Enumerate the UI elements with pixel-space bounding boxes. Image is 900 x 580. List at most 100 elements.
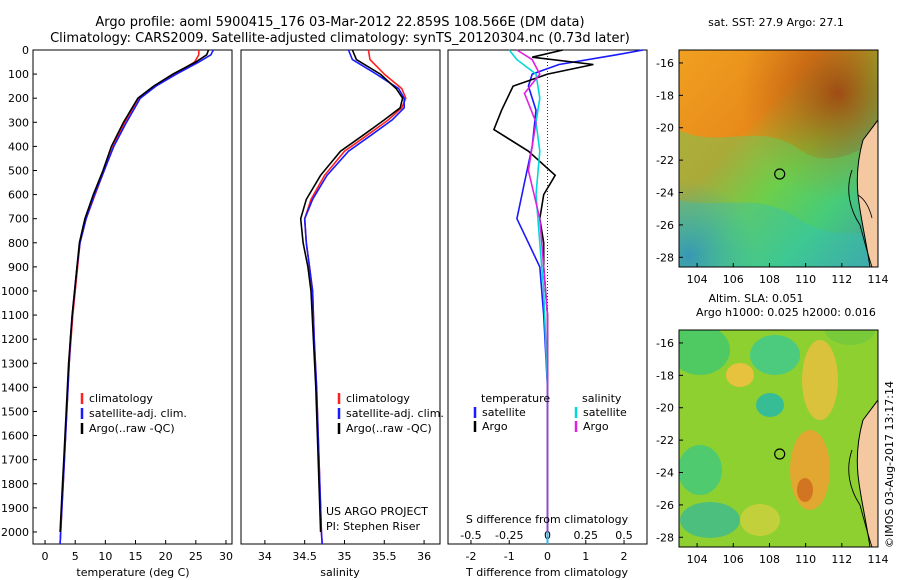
sla-map-panel: Altim. SLA: 0.051 Argo h1000: 0.025 h200… (656, 292, 888, 566)
sst-map-frame (678, 49, 879, 268)
depth-tick-label: 2000 (1, 526, 29, 539)
difference-panel: -2 -1 0 1 2 -0.5 -0.25 0 0.25 0.5 T difference f… (447, 49, 648, 579)
temperature-xtick-label: 0 (42, 550, 49, 563)
difference-series-line-3 (516, 49, 549, 532)
temperature-xtick-label: 10 (98, 550, 112, 563)
depth-tick-label: 900 (8, 261, 29, 274)
sla-map-lon-tick-label: 114 (868, 553, 889, 566)
depth-tick-label: 1000 (1, 285, 29, 298)
depth-tick-label: 1300 (1, 357, 29, 370)
sst-map-argo-position-circle (774, 168, 786, 180)
sla-map-lat-tick-label: -26 (656, 499, 674, 512)
sla-lat-tick-labels: -16 -18 -20 -22 -24 -26 -28 (656, 337, 683, 544)
sst-map-lat-tick-label: -20 (656, 122, 674, 135)
sst-map-title: sat. SST: 27.9 Argo: 27.1 (708, 16, 844, 29)
salinity-legend: climatology satellite-adj. clim. Argo(..ra… (337, 392, 444, 435)
difference-s-xtick-label: 0.25 (574, 529, 599, 542)
depth-tick-label: 1900 (1, 502, 29, 515)
depth-tick-label: 1500 (1, 405, 29, 418)
diff-legend-header-temperature: temperature (481, 392, 550, 405)
depth-tick-label: 0 (22, 44, 29, 57)
depth-tick-label: 700 (8, 213, 29, 226)
salinity-xlabel: salinity (320, 566, 360, 579)
pi-annotation: PI: Stephen Riser (326, 520, 421, 533)
sst-map-lon-tick-label: 108 (759, 273, 780, 286)
temperature-series (59, 49, 215, 545)
sla-map-lat-tick-label: -28 (656, 531, 674, 544)
sla-lon-tick-labels: 104 106 108 110 112 114 (687, 543, 889, 566)
salinity-series-line-1 (303, 49, 405, 545)
difference-series (492, 49, 644, 544)
sla-map-frame (678, 329, 879, 548)
sla-map-lat-tick-label: -20 (656, 402, 674, 415)
sst-map-lat-tick-label: -28 (656, 251, 674, 264)
project-annotation: US ARGO PROJECT (326, 505, 428, 518)
temperature-plot-frame (32, 49, 233, 545)
salinity-plot-frame (240, 49, 441, 545)
sst-map-lat-tick-label: -26 (656, 219, 674, 232)
salinity-series-line-2 (299, 49, 404, 533)
sla-map-lat-tick-label: -24 (656, 467, 674, 480)
temperature-legend-label: climatology (89, 392, 153, 405)
diff-legend-label: satellite (583, 406, 627, 419)
depth-tick-label: 800 (8, 237, 29, 250)
temperature-xtick-label: 20 (159, 550, 173, 563)
depth-tick-label: 1700 (1, 454, 29, 467)
difference-xtick-label: 2 (621, 550, 628, 563)
depth-tick-label: 600 (8, 189, 29, 202)
diff-legend-label: Argo (482, 420, 508, 433)
depth-tick-labels: 0 100 200 300 400 500 600 700 800 900 1000 1100 1200… (1, 44, 37, 539)
diff-legend-header-salinity: salinity (582, 392, 622, 405)
temperature-xtick-label: 25 (189, 550, 203, 563)
t-difference-tick-labels: -2 -1 0 1 2 (465, 540, 628, 563)
sla-map-lat-tick-label: -16 (656, 337, 674, 350)
temperature-xtick-label: 15 (129, 550, 143, 563)
sst-map-lat-tick-label: -16 (656, 57, 674, 70)
s-difference-tick-labels: -0.5 -0.25 0 0.25 0.5 (460, 529, 633, 542)
depth-tick-label: 100 (8, 68, 29, 81)
sst-map-lat-tick-label: -22 (656, 154, 674, 167)
difference-series-line-2 (508, 49, 549, 544)
depth-tick-label: 1100 (1, 309, 29, 322)
sst-map-lon-tick-label: 112 (831, 273, 852, 286)
sst-heatmap (679, 50, 878, 267)
depth-tick-label: 400 (8, 140, 29, 153)
diff-xlabel-top: S difference from climatology (466, 513, 629, 526)
salinity-xtick-label: 35 (337, 550, 351, 563)
sla-map-lat-tick-label: -18 (656, 369, 674, 382)
difference-xtick-label: 1 (582, 550, 589, 563)
salinity-xtick-label: 35.5 (372, 550, 397, 563)
depth-tick-label: 300 (8, 116, 29, 129)
salinity-legend-label: satellite-adj. clim. (346, 407, 444, 420)
temperature-legend: climatology satellite-adj. clim. Argo(..ra… (80, 392, 187, 435)
sst-lat-tick-labels: -16 -18 -20 -22 -24 -26 -28 (656, 57, 683, 264)
sla-heatmap (679, 330, 878, 547)
temperature-xlabel: temperature (deg C) (76, 566, 189, 579)
difference-xtick-label: -2 (465, 550, 476, 563)
temperature-series-line-2 (59, 49, 210, 533)
temperature-xtick-label: 30 (219, 550, 233, 563)
sst-map-lat-tick-label: -24 (656, 187, 674, 200)
sla-map-lon-tick-label: 106 (723, 553, 744, 566)
temperature-legend-label: satellite-adj. clim. (89, 407, 187, 420)
difference-xtick-label: -1 (504, 550, 515, 563)
difference-series-line-0 (516, 49, 644, 544)
salinity-xtick-label: 34 (258, 550, 272, 563)
difference-s-xtick-label: 0.5 (615, 529, 633, 542)
temperature-series-line-0 (59, 50, 200, 545)
salinity-legend-label: Argo(..raw -QC) (346, 422, 432, 435)
sla-map-lat-tick-label: -22 (656, 434, 674, 447)
depth-tick-label: 1800 (1, 478, 29, 491)
difference-legend: temperature salinitysatelliteArgosatellit… (473, 392, 627, 433)
salinity-legend-label: climatology (346, 392, 410, 405)
sst-argo-marker (774, 168, 786, 180)
salinity-xtick-label: 36 (417, 550, 431, 563)
sst-lon-tick-labels: 104 106 108 110 112 114 (687, 263, 889, 286)
sla-map-lon-tick-label: 112 (831, 553, 852, 566)
depth-tick-label: 1400 (1, 381, 29, 394)
sla-map-argo-position-circle (774, 448, 786, 460)
depth-tick-label: 1600 (1, 430, 29, 443)
difference-xtick-label: 0 (544, 550, 551, 563)
difference-s-xtick-label: -0.5 (460, 529, 481, 542)
